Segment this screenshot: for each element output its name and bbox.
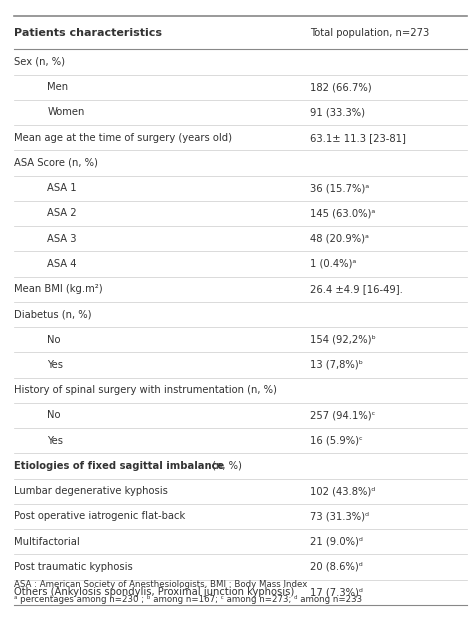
- Text: 154 (92,2%)ᵇ: 154 (92,2%)ᵇ: [310, 335, 376, 345]
- Text: Mean age at the time of surgery (years old): Mean age at the time of surgery (years o…: [14, 132, 232, 143]
- Text: ASA 2: ASA 2: [47, 209, 77, 218]
- Text: Others (Ankylosis spondylis, Proximal junction kyphosis): Others (Ankylosis spondylis, Proximal ju…: [14, 587, 294, 597]
- Text: History of spinal surgery with instrumentation (n, %): History of spinal surgery with instrumen…: [14, 385, 277, 395]
- Text: Patients characteristics: Patients characteristics: [14, 28, 162, 38]
- Text: Post operative iatrogenic flat-back: Post operative iatrogenic flat-back: [14, 511, 185, 522]
- Text: Yes: Yes: [47, 360, 64, 370]
- Text: 63.1± 11.3 [23-81]: 63.1± 11.3 [23-81]: [310, 132, 406, 143]
- Text: ASA 3: ASA 3: [47, 234, 77, 244]
- Text: Post traumatic kyphosis: Post traumatic kyphosis: [14, 562, 133, 572]
- Text: Men: Men: [47, 82, 69, 92]
- Text: 20 (8.6%)ᵈ: 20 (8.6%)ᵈ: [310, 562, 364, 572]
- Text: Mean BMI (kg.m²): Mean BMI (kg.m²): [14, 284, 103, 294]
- Text: No: No: [47, 335, 61, 345]
- Text: 16 (5.9%)ᶜ: 16 (5.9%)ᶜ: [310, 436, 363, 445]
- Text: (n, %): (n, %): [209, 461, 242, 471]
- Text: 36 (15.7%)ᵃ: 36 (15.7%)ᵃ: [310, 183, 370, 193]
- Text: 26.4 ±4.9 [16-49].: 26.4 ±4.9 [16-49].: [310, 284, 403, 294]
- Text: ASA 4: ASA 4: [47, 259, 77, 269]
- Text: 17 (7.3%)ᵈ: 17 (7.3%)ᵈ: [310, 587, 364, 597]
- Text: Etiologies of fixed sagittal imbalance: Etiologies of fixed sagittal imbalance: [14, 461, 225, 471]
- Text: Diabetus (n, %): Diabetus (n, %): [14, 309, 92, 319]
- Text: Multifactorial: Multifactorial: [14, 537, 80, 547]
- Text: Sex (n, %): Sex (n, %): [14, 57, 65, 67]
- Text: Lumbar degenerative kyphosis: Lumbar degenerative kyphosis: [14, 486, 168, 496]
- Text: ASA 1: ASA 1: [47, 183, 77, 193]
- Text: 102 (43.8%)ᵈ: 102 (43.8%)ᵈ: [310, 486, 376, 496]
- Text: ASA Score (n, %): ASA Score (n, %): [14, 158, 98, 168]
- Text: 73 (31.3%)ᵈ: 73 (31.3%)ᵈ: [310, 511, 370, 522]
- Text: Women: Women: [47, 108, 85, 117]
- Text: 1 (0.4%)ᵃ: 1 (0.4%)ᵃ: [310, 259, 357, 269]
- Text: 257 (94.1%)ᶜ: 257 (94.1%)ᶜ: [310, 410, 376, 420]
- Text: Total population, n=273: Total population, n=273: [310, 28, 430, 38]
- Text: 182 (66.7%): 182 (66.7%): [310, 82, 372, 92]
- Text: ASA : American Society of Anesthesiologists, BMI : Body Mass Index: ASA : American Society of Anesthesiologi…: [14, 580, 308, 589]
- Text: 13 (7,8%)ᵇ: 13 (7,8%)ᵇ: [310, 360, 364, 370]
- Text: Yes: Yes: [47, 436, 64, 445]
- Text: 145 (63.0%)ᵃ: 145 (63.0%)ᵃ: [310, 209, 376, 218]
- Text: 21 (9.0%)ᵈ: 21 (9.0%)ᵈ: [310, 537, 364, 547]
- Text: 91 (33.3%): 91 (33.3%): [310, 108, 365, 117]
- Text: No: No: [47, 410, 61, 420]
- Text: ᵃ percentages among n=230 ; ᵇ among n=167; ᶜ among n=273; ᵈ among n=233: ᵃ percentages among n=230 ; ᵇ among n=16…: [14, 595, 362, 604]
- Text: 48 (20.9%)ᵃ: 48 (20.9%)ᵃ: [310, 234, 369, 244]
